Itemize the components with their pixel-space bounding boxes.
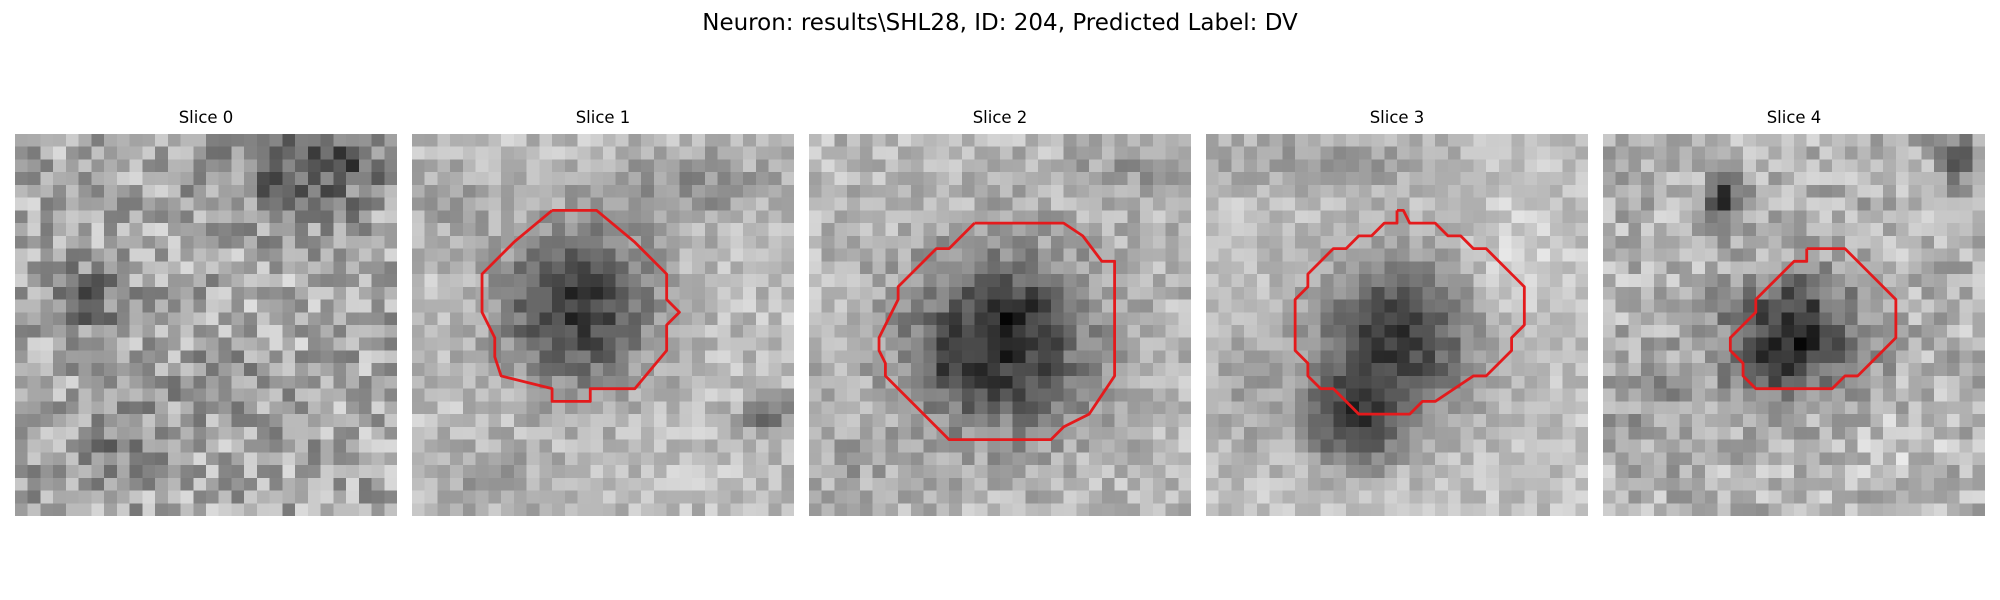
roi-contour [1293,208,1526,416]
slice-image-3 [1206,134,1588,516]
slice-title: Slice 3 [1369,108,1425,127]
roi-contour [480,208,681,403]
slice-panel-0: Slice 0 [15,107,397,516]
slice-image-4 [1603,134,1985,516]
slice-panel-2: Slice 2 [809,107,1191,516]
slice-pixel-grid-4 [1603,134,1985,516]
figure-title: Neuron: results\SHL28, ID: 204, Predicte… [702,10,1298,36]
slice-image-1 [412,134,794,516]
slice-panel-3: Slice 3 [1206,107,1588,516]
slice-pixel-grid-3 [1206,134,1588,516]
roi-contour [877,221,1117,442]
slice-image-0 [15,134,397,516]
slice-title: Slice 1 [575,108,631,127]
slice-image-2 [809,134,1191,516]
slice-pixel-grid-2 [809,134,1191,516]
slice-title: Slice 0 [178,108,234,127]
slice-panel-1: Slice 1 [412,107,794,516]
roi-contour [1728,247,1898,391]
slice-pixel-grid-1 [412,134,794,516]
slice-title: Slice 4 [1766,108,1822,127]
slice-title: Slice 2 [972,108,1028,127]
slice-panel-4: Slice 4 [1603,107,1985,516]
slice-pixel-grid-0 [15,134,397,516]
